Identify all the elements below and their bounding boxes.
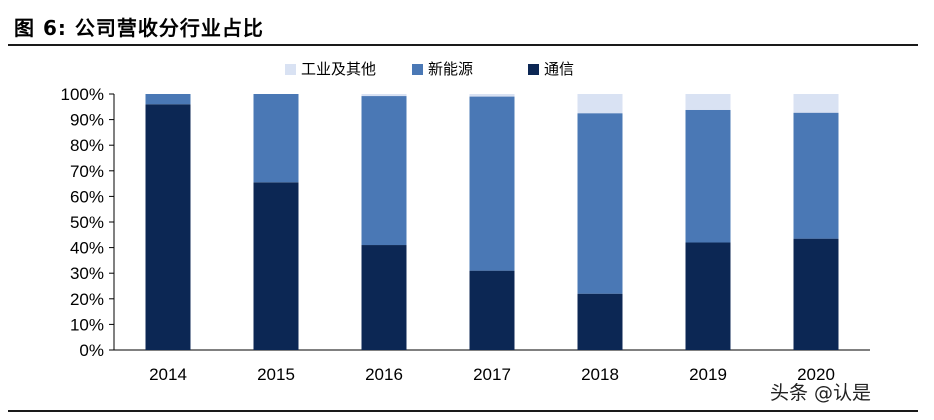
bar-segment	[793, 112, 839, 239]
chart-area: 工业及其他 新能源 通信 0% 10% 20% 30% 40% 50% 60% 70% 80% 90% 1…	[0, 46, 934, 416]
y-tick-label: 10%	[70, 315, 104, 334]
bar-segment	[361, 96, 407, 246]
legend-label: 工业及其他	[301, 61, 376, 78]
y-tick-label: 80%	[70, 136, 104, 155]
legend-swatch	[412, 64, 423, 75]
bar-segment	[793, 94, 839, 113]
bar-segment	[577, 94, 623, 114]
bar-segment	[469, 96, 515, 271]
x-tick-label: 2015	[257, 365, 295, 384]
bar-segment	[361, 245, 407, 350]
y-tick-label: 60%	[70, 187, 104, 206]
bar-segment	[145, 94, 191, 105]
y-tick-label: 30%	[70, 264, 104, 283]
x-tick-label: 2017	[473, 365, 511, 384]
x-tick-label: 2018	[581, 365, 619, 384]
title-bar: 图 6: 公司营收分行业占比	[8, 8, 918, 46]
legend-swatch	[528, 64, 539, 75]
bar-segment	[469, 270, 515, 350]
y-tick-label: 100%	[61, 85, 104, 104]
legend-swatch	[285, 64, 296, 75]
bottom-rule	[8, 410, 918, 412]
bar-segment	[469, 94, 515, 97]
y-tick-label: 40%	[70, 239, 104, 258]
chart-title: 图 6: 公司营收分行业占比	[14, 16, 264, 40]
bar-segment	[793, 238, 839, 350]
y-tick-label: 20%	[70, 290, 104, 309]
y-tick-label: 50%	[70, 213, 104, 232]
x-tick-label: 2020	[797, 365, 835, 384]
x-tick-label: 2016	[365, 365, 403, 384]
bar-segment	[577, 113, 623, 294]
bar-segment	[145, 104, 191, 350]
legend-label: 通信	[544, 61, 574, 78]
bar-segment	[685, 94, 731, 110]
y-tick-label: 90%	[70, 111, 104, 130]
stacked-bar-chart: 工业及其他 新能源 通信 0% 10% 20% 30% 40% 50% 60% 70% 80% 90% 1…	[61, 61, 870, 384]
bar-segment	[361, 94, 407, 97]
bar-segment	[577, 293, 623, 350]
bar-segment	[253, 94, 299, 183]
y-tick-label: 70%	[70, 162, 104, 181]
x-tick-label: 2019	[689, 365, 727, 384]
bar-segment	[253, 182, 299, 350]
legend-label: 新能源	[428, 61, 473, 78]
y-tick-label: 0%	[79, 341, 104, 360]
watermark: 头条 @认是	[770, 382, 872, 404]
x-tick-label: 2014	[149, 365, 187, 384]
bar-segment	[685, 109, 731, 243]
bar-segment	[685, 242, 731, 350]
